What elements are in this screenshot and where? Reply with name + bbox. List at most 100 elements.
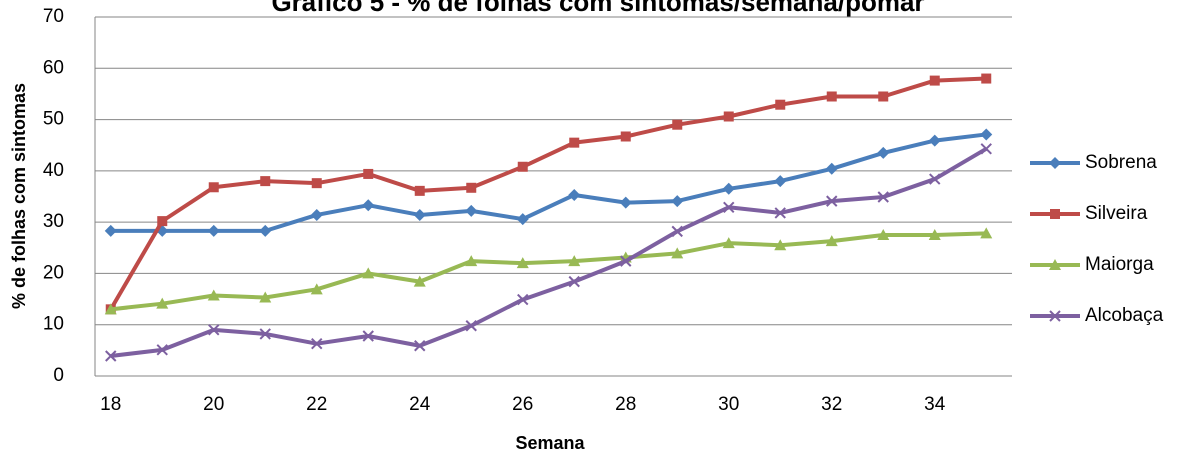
legend-label: Silveira xyxy=(1085,203,1148,224)
marker xyxy=(207,224,220,237)
x-axis-label: Semana xyxy=(515,433,585,453)
legend-label: Maiorga xyxy=(1085,254,1154,275)
marker xyxy=(465,204,478,217)
legend-marker xyxy=(1049,157,1061,169)
series-line xyxy=(110,132,987,233)
x-tick-label: 32 xyxy=(821,394,842,415)
y-tick-label: 70 xyxy=(43,6,64,27)
legend-marker xyxy=(1049,259,1061,270)
marker xyxy=(362,199,375,212)
marker xyxy=(723,201,735,213)
marker xyxy=(517,161,528,172)
marker xyxy=(980,128,993,141)
series-line xyxy=(110,231,987,312)
x-tick-label: 34 xyxy=(924,394,946,415)
marker xyxy=(517,293,529,306)
marker xyxy=(466,182,477,193)
marker xyxy=(671,195,684,208)
marker xyxy=(259,291,272,303)
y-tick-label: 20 xyxy=(43,262,64,283)
marker xyxy=(928,134,941,147)
marker xyxy=(156,344,168,356)
marker xyxy=(259,224,272,237)
marker xyxy=(825,235,838,247)
marker xyxy=(413,208,426,221)
y-tick-label: 0 xyxy=(53,365,64,386)
marker xyxy=(568,275,580,288)
y-tick-label: 50 xyxy=(43,109,64,130)
marker xyxy=(208,182,219,193)
marker xyxy=(569,137,580,148)
marker xyxy=(310,283,323,295)
marker xyxy=(775,99,786,110)
marker xyxy=(311,337,323,350)
legend-label: Alcobaça xyxy=(1085,305,1164,326)
legend-label: Sobrena xyxy=(1085,152,1157,173)
marker xyxy=(774,175,787,188)
marker xyxy=(104,224,117,237)
marker xyxy=(774,239,787,251)
marker xyxy=(363,168,374,179)
marker xyxy=(723,111,734,122)
y-tick-label: 10 xyxy=(43,314,64,335)
marker xyxy=(465,255,478,267)
marker xyxy=(620,255,632,267)
x-tick-label: 28 xyxy=(615,394,636,415)
marker xyxy=(568,188,581,201)
marker xyxy=(568,255,581,267)
marker xyxy=(516,257,529,269)
marker xyxy=(208,324,220,336)
marker xyxy=(877,146,890,159)
marker xyxy=(619,196,632,209)
marker xyxy=(980,227,993,239)
marker xyxy=(671,225,683,238)
marker xyxy=(825,162,838,175)
marker xyxy=(260,176,271,187)
marker xyxy=(722,237,735,249)
x-tick-label: 18 xyxy=(100,394,121,415)
y-tick-label: 30 xyxy=(43,211,64,232)
y-axis-label: % de folhas com sintomas xyxy=(9,83,29,309)
marker xyxy=(671,247,684,259)
marker xyxy=(929,75,940,86)
marker xyxy=(672,119,683,130)
marker xyxy=(414,185,425,196)
x-tick-label: 22 xyxy=(306,394,327,415)
marker xyxy=(156,297,169,309)
marker xyxy=(877,228,890,240)
y-tick-label: 40 xyxy=(43,160,64,181)
marker xyxy=(104,303,117,315)
marker xyxy=(105,350,117,362)
marker xyxy=(981,73,992,84)
x-tick-label: 24 xyxy=(409,394,431,415)
marker xyxy=(980,143,992,155)
x-tick-label: 20 xyxy=(203,394,224,415)
marker xyxy=(774,207,786,219)
x-tick-label: 26 xyxy=(512,394,533,415)
marker xyxy=(929,173,941,185)
marker xyxy=(620,131,631,142)
series-line xyxy=(110,147,988,358)
marker xyxy=(826,195,838,207)
marker xyxy=(157,216,168,227)
marker xyxy=(362,330,374,342)
marker xyxy=(310,208,323,221)
marker xyxy=(877,191,889,203)
marker xyxy=(928,228,941,240)
marker xyxy=(465,320,477,332)
marker xyxy=(516,213,529,226)
chart-title: Gráfico 5 - % de folhas com sintomas/sem… xyxy=(271,0,924,17)
marker xyxy=(362,267,375,279)
series-line xyxy=(109,76,987,311)
legend-marker xyxy=(1050,209,1060,219)
marker xyxy=(311,178,322,189)
marker xyxy=(207,289,220,301)
marker xyxy=(259,328,271,340)
x-tick-label: 30 xyxy=(718,394,739,415)
y-tick-label: 60 xyxy=(43,57,64,78)
marker xyxy=(413,275,426,287)
marker xyxy=(414,340,426,352)
marker xyxy=(878,91,889,102)
marker xyxy=(722,182,735,195)
